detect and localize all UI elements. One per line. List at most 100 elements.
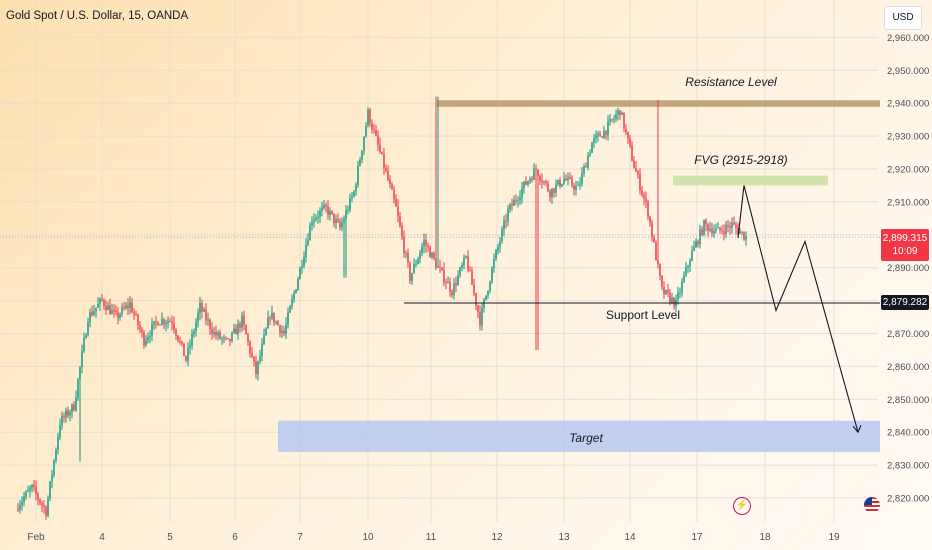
candle-body [739, 231, 741, 234]
candle-body [647, 201, 649, 217]
candle-body [183, 343, 185, 357]
candle-body [307, 240, 309, 245]
candle-body [83, 338, 85, 352]
candle-body [261, 343, 263, 357]
candle-body [655, 242, 657, 261]
candle-body [351, 196, 353, 198]
candle-body [109, 305, 111, 315]
candle-body [357, 165, 359, 185]
candle-body [359, 159, 361, 166]
candle-body [349, 197, 351, 211]
candle-body [461, 265, 463, 268]
candle-body [177, 335, 179, 341]
candle-body [745, 236, 747, 240]
candle-body [575, 185, 577, 190]
candle-body [529, 178, 531, 182]
lightning-bolt-icon[interactable]: ⚡ [733, 497, 751, 515]
candle-body [265, 328, 267, 335]
candle-body [283, 331, 285, 334]
candle-body [87, 322, 89, 335]
support-label: Support Level [606, 308, 680, 322]
candle-body [281, 331, 283, 333]
x-tick-label: 12 [491, 532, 503, 543]
candle-body [107, 305, 109, 311]
candle-body [85, 334, 87, 339]
candle-body [711, 228, 713, 234]
candle-body [71, 404, 73, 413]
x-tick-label: 6 [232, 532, 238, 543]
candle-body [181, 341, 183, 344]
candle-body [417, 258, 419, 265]
candle-body [403, 236, 405, 253]
candle-body [627, 131, 629, 139]
projection-path [737, 185, 859, 433]
candle-body [653, 237, 655, 243]
candle-body [229, 338, 231, 342]
candle-body [501, 229, 503, 241]
candle-body [551, 188, 553, 198]
candle-body [701, 229, 703, 235]
candle-body [735, 224, 737, 229]
candle-body [531, 178, 533, 180]
candle-body [293, 293, 295, 300]
candle-body [21, 501, 23, 506]
candle-body [363, 136, 365, 151]
candle-body [35, 486, 37, 494]
candle-body [633, 160, 635, 168]
candle-body [127, 305, 129, 308]
candle-body [517, 200, 519, 202]
candle-body [597, 133, 599, 136]
candle-body [141, 329, 143, 333]
candle-body [75, 397, 77, 411]
candle-body [97, 303, 99, 308]
candle-body [355, 184, 357, 192]
candle-body [77, 379, 79, 398]
candle-body [493, 258, 495, 268]
candle-body [527, 181, 529, 185]
candle-body [91, 312, 93, 316]
candle-body [221, 338, 223, 340]
candle-body [139, 325, 141, 330]
candle-body [327, 206, 329, 215]
candle-body [485, 295, 487, 300]
candle-body [375, 130, 377, 136]
candle-body [153, 321, 155, 325]
candle-body [187, 347, 189, 361]
candle-body [69, 412, 71, 416]
candle-body [105, 305, 107, 311]
candle-body [601, 136, 603, 138]
candle-body [561, 183, 563, 187]
candle-body [275, 321, 277, 323]
currency-button[interactable]: USD [884, 6, 922, 30]
candle-body [389, 179, 391, 185]
candle-body [625, 128, 627, 132]
candle-body [337, 219, 339, 222]
candle-body [299, 267, 301, 280]
us-flag-icon[interactable] [864, 497, 880, 513]
candle-body [267, 317, 269, 329]
x-tick-label: 5 [167, 532, 173, 543]
x-tick-label: 7 [297, 532, 303, 543]
candle-body [613, 118, 615, 120]
candle-body [29, 488, 31, 491]
candle-body [413, 264, 415, 274]
candle-body [523, 181, 525, 189]
candle-body [249, 341, 251, 354]
candle-body [237, 323, 239, 335]
y-tick-label: 2,910.000 [887, 197, 929, 208]
candle-body [541, 180, 543, 183]
candle-body [123, 307, 125, 309]
candle-body [371, 123, 373, 130]
candle-body [439, 266, 441, 268]
symbol-title[interactable]: Gold Spot / U.S. Dollar, 15, OANDA [6, 10, 189, 22]
candle-body [305, 244, 307, 257]
candle-body [121, 307, 123, 315]
x-tick-label: Feb [27, 532, 45, 543]
projection-arrowhead [852, 424, 862, 434]
candle-body [323, 204, 325, 208]
candle-body [455, 283, 457, 285]
candle-body [67, 410, 69, 416]
candle-body [23, 497, 25, 502]
